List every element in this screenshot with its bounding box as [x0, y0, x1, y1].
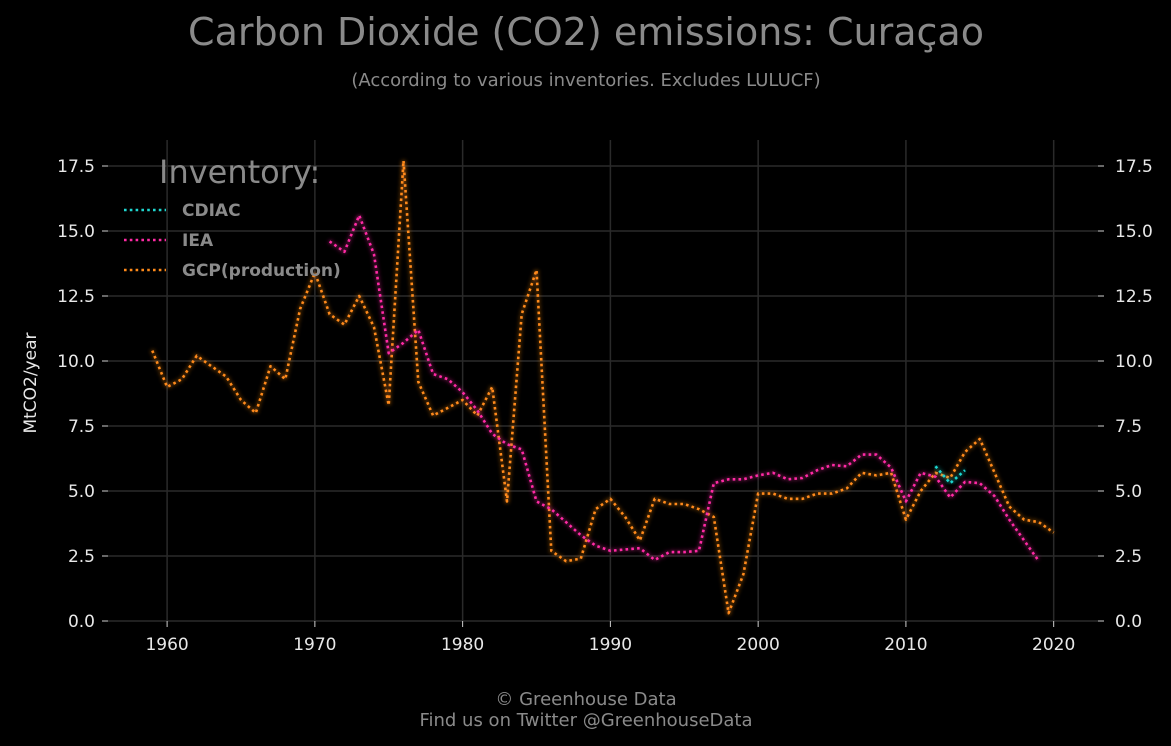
y-tick-label-left: 12.5	[57, 287, 95, 307]
y-tick-label-left: 7.5	[68, 417, 95, 437]
y-axis-label: MtCO2/year	[21, 332, 41, 433]
legend-title: Inventory:	[159, 153, 320, 191]
series-lines	[151, 159, 1055, 615]
x-tick-label: 1970	[293, 635, 336, 655]
y-tick-label-right: 12.5	[1115, 287, 1153, 307]
x-tick-label: 1960	[145, 635, 188, 655]
y-tick-label-right: 5.0	[1115, 482, 1142, 502]
y-tick-label-right: 17.5	[1115, 157, 1153, 177]
footer-twitter: Find us on Twitter @GreenhouseData	[419, 710, 752, 731]
series-line-gcp-production	[151, 159, 1055, 615]
x-tick-label: 1990	[589, 635, 632, 655]
legend: Inventory: CDIAC IEA GCP(production)	[124, 153, 341, 281]
y-tick-label-left: 5.0	[68, 482, 95, 502]
y-tick-label-right: 0.0	[1115, 612, 1142, 632]
legend-label: GCP(production)	[182, 261, 341, 281]
y-tick-label-left: 10.0	[57, 352, 95, 372]
y-tick-label-left: 15.0	[57, 222, 95, 242]
y-tick-label-right: 15.0	[1115, 222, 1153, 242]
x-tick-label: 1980	[441, 635, 484, 655]
chart-title: Carbon Dioxide (CO2) emissions: Curaçao	[188, 10, 984, 54]
series-line-cdiac	[934, 465, 966, 485]
legend-label: IEA	[182, 231, 214, 251]
legend-label: CDIAC	[182, 201, 241, 221]
series-line-iea	[328, 214, 1040, 562]
y-tick-label-right: 10.0	[1115, 352, 1153, 372]
chart-subtitle: (According to various inventories. Exclu…	[351, 70, 820, 91]
footer-credit: © Greenhouse Data	[495, 689, 676, 710]
axes: 1960 1970 1980 1990 2000 2010 2020 0.0 0.0 2.5 2.5…	[57, 157, 1153, 655]
y-tick-label-right: 2.5	[1115, 547, 1142, 567]
y-tick-label-left: 2.5	[68, 547, 95, 567]
y-tick-label-left: 0.0	[68, 612, 95, 632]
grid-lines	[108, 140, 1098, 622]
x-tick-label: 2010	[884, 635, 927, 655]
x-tick-label: 2020	[1032, 635, 1075, 655]
x-tick-label: 2000	[737, 635, 780, 655]
y-tick-label-left: 17.5	[57, 157, 95, 177]
y-tick-label-right: 7.5	[1115, 417, 1142, 437]
